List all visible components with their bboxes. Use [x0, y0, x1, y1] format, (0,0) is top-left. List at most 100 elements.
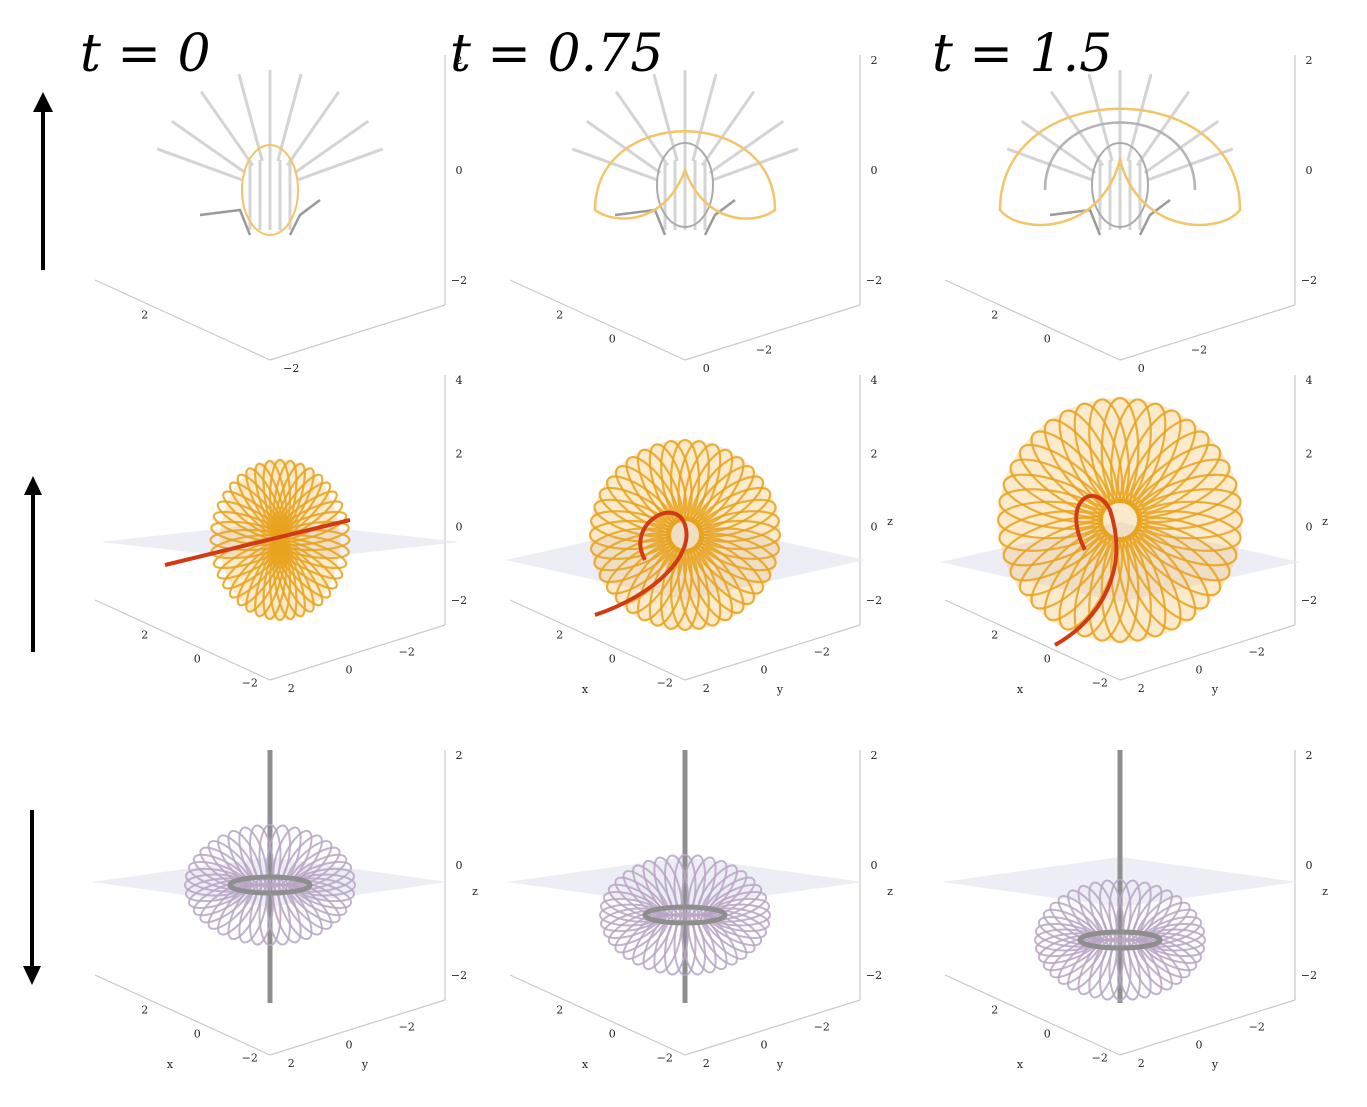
- x-tick-label: −2: [1092, 677, 1108, 690]
- x-axis-line: [509, 974, 686, 1056]
- field-line: [1049, 90, 1105, 167]
- arrow-row-3-down: [23, 810, 41, 985]
- x-tick-label: 2: [556, 309, 563, 322]
- z-axis-label: z: [887, 885, 893, 898]
- z-tick-label: −2: [1301, 274, 1317, 287]
- purple-torus-ring: [687, 856, 717, 916]
- field-line: [700, 90, 756, 167]
- x-axis-line: [944, 599, 1121, 681]
- field-line: [708, 119, 785, 175]
- field-line: [237, 73, 264, 162]
- red-current-line: [1054, 493, 1119, 647]
- y-tick-label: −2: [1191, 344, 1207, 357]
- z-tick-label: 4: [1306, 374, 1313, 387]
- x-tick-label: 0: [1044, 653, 1051, 666]
- current-loop: [593, 130, 777, 220]
- x-axis-label: x: [582, 683, 589, 696]
- y-axis-line: [1119, 999, 1296, 1056]
- z-tick-label: 0: [456, 164, 463, 177]
- panel-r1-c3: 2 0 −2 2 0 0 −2: [944, 54, 1317, 375]
- field-line: [199, 208, 252, 236]
- purple-torus-ring: [696, 864, 738, 917]
- y-tick-label: 2: [288, 682, 295, 695]
- y-tick-label: −2: [283, 362, 299, 375]
- field-line: [652, 73, 679, 162]
- x-tick-label: 0: [609, 1028, 616, 1041]
- gray-ring: [1077, 929, 1163, 951]
- x-axis-label: x: [582, 1058, 589, 1071]
- y-axis-label: y: [1211, 1058, 1219, 1071]
- y-axis-line: [684, 624, 861, 681]
- panel-r2-c3: 4 2 0 −2 2 0 −2 2 0 −2 x y z: [940, 374, 1328, 696]
- field-line: [293, 119, 370, 175]
- y-axis-line: [1119, 304, 1296, 361]
- panel-r2-c2: 4 2 0 −2 2 0 −2 2 0 −2 x y z: [505, 374, 893, 696]
- field-line: [297, 147, 384, 182]
- field-line: [1135, 90, 1191, 167]
- field-line: [170, 119, 247, 175]
- z-tick-label: 2: [1306, 54, 1313, 67]
- z-tick-label: 2: [1306, 447, 1313, 460]
- y-tick-label: 0: [1196, 1039, 1203, 1052]
- z-tick-label: 0: [871, 521, 878, 534]
- gray-ring: [642, 904, 728, 926]
- purple-torus-ring: [664, 854, 689, 916]
- field-line: [288, 199, 321, 236]
- x-tick-label: 0: [1044, 1028, 1051, 1041]
- x-axis-line: [509, 279, 686, 361]
- y-tick-label: 2: [288, 1057, 295, 1070]
- purple-torus-ring: [266, 824, 291, 886]
- y-tick-label: 0: [346, 664, 353, 677]
- x-tick-label: 2: [556, 1004, 563, 1017]
- gold-torus-ring: [1136, 488, 1242, 530]
- y-axis-label: y: [776, 1058, 784, 1071]
- z-tick-label: 2: [871, 749, 878, 762]
- purple-torus-ring: [1116, 879, 1141, 941]
- panel-r3-c3: 2 0 −2 2 0 −2 2 0 −2 x y z: [942, 749, 1328, 1071]
- title-t075: t = 0.75: [450, 24, 663, 84]
- y-axis-line: [684, 304, 861, 361]
- purple-torus-ring: [272, 826, 302, 886]
- z-tick-label: −2: [1301, 969, 1317, 982]
- y-tick-label: 0: [1138, 362, 1145, 375]
- z-tick-label: −2: [1301, 594, 1317, 607]
- y-axis-label: y: [1211, 683, 1219, 696]
- panel-r1-c1: 2 0 −2 2 −2: [94, 54, 467, 375]
- purple-torus-ring: [681, 854, 706, 916]
- panel-r3-c1: 2 0 −2 2 0 −2 2 0 −2 x y z: [92, 749, 478, 1071]
- panel-r1-c2: 2 0 −2 2 0 0 −2: [509, 54, 882, 375]
- mid-loop: [1043, 121, 1197, 191]
- panel-r3-c2: 2 0 −2 2 0 −2 2 0 −2 x y z: [507, 749, 893, 1071]
- purple-torus-ring: [673, 853, 697, 916]
- inner-loop: [656, 142, 714, 228]
- x-tick-label: 2: [141, 1004, 148, 1017]
- y-tick-label: −2: [399, 1020, 415, 1033]
- arrow-row-2-up: [24, 476, 42, 652]
- x-tick-label: 0: [609, 653, 616, 666]
- purple-torus-ring: [293, 867, 355, 893]
- field-line: [712, 147, 799, 182]
- purple-torus-ring: [708, 897, 770, 923]
- y-axis-line: [269, 304, 446, 361]
- gold-torus-body: [998, 398, 1242, 642]
- y-tick-label: −2: [814, 1020, 830, 1033]
- y-axis-line: [269, 624, 446, 681]
- x-tick-label: 2: [556, 629, 563, 642]
- y-tick-label: 0: [1196, 664, 1203, 677]
- y-tick-label: 2: [703, 682, 710, 695]
- y-tick-label: 0: [761, 1039, 768, 1052]
- y-tick-label: −2: [399, 645, 415, 658]
- z-tick-label: −2: [451, 274, 467, 287]
- z-tick-label: 0: [871, 859, 878, 872]
- x-axis-line: [94, 974, 271, 1056]
- field-line: [614, 90, 670, 167]
- x-tick-label: −2: [657, 677, 673, 690]
- field-line: [199, 90, 255, 167]
- x-axis-line: [94, 599, 271, 681]
- y-tick-label: −2: [756, 344, 772, 357]
- y-tick-label: −2: [1249, 1020, 1265, 1033]
- x-tick-label: 2: [991, 309, 998, 322]
- y-axis-line: [269, 999, 446, 1056]
- gold-torus-ring: [698, 510, 780, 543]
- y-tick-label: −2: [814, 645, 830, 658]
